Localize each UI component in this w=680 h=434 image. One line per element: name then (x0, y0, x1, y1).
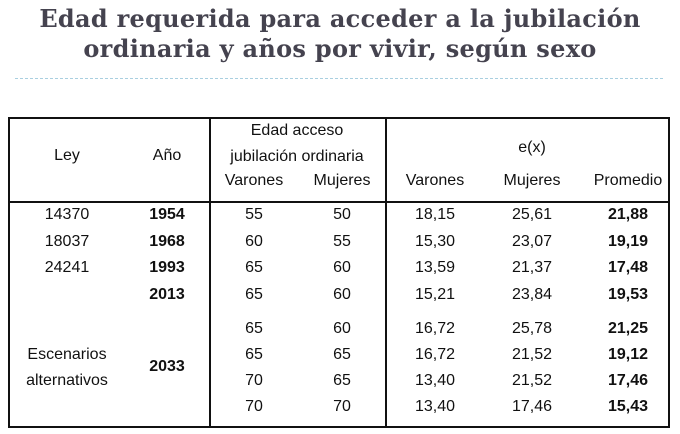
table-cell-ev: 55 (245, 206, 263, 223)
header-divider (8, 201, 670, 203)
table-cell-xp: 19,53 (607, 286, 649, 303)
table-cell-ev: 70 (245, 372, 263, 389)
table-cell-ev: 65 (245, 346, 263, 363)
table-cell-xv: 16,72 (414, 320, 456, 337)
table-cell-ley: 24241 (44, 259, 90, 276)
table-cell-em: 65 (333, 346, 351, 363)
table-cell-xm: 25,78 (511, 320, 553, 337)
table-cell-anio: 1954 (149, 206, 185, 223)
table-cell-xm: 25,61 (511, 206, 553, 223)
title-line-1: Edad requerida para acceder a la jubilac… (39, 4, 641, 33)
table-cell-em: 65 (333, 372, 351, 389)
header-ex-varones: Varones (405, 172, 465, 189)
table-cell-xv: 13,59 (414, 259, 456, 276)
table-cell-ev: 65 (245, 259, 263, 276)
header-ex-promedio: Promedio (593, 172, 663, 189)
scenarios-anio: 2033 (149, 358, 185, 375)
table-cell-em: 70 (333, 398, 351, 415)
table-cell-em: 60 (333, 286, 351, 303)
header-edad-mujeres: Mujeres (313, 172, 371, 189)
table-cell-em: 60 (333, 320, 351, 337)
table-cell-em: 50 (333, 206, 351, 223)
table-cell-xp: 15,43 (607, 398, 649, 415)
table-cell-xp: 19,19 (607, 233, 649, 250)
table-cell-ev: 70 (245, 398, 263, 415)
table-cell-ev: 65 (245, 286, 263, 303)
table-cell-xm: 21,52 (511, 346, 553, 363)
table-cell-ev: 60 (245, 233, 263, 250)
table-cell-xm: 23,84 (511, 286, 553, 303)
header-ex: e(x) (518, 139, 546, 156)
header-jubilacion-ordinaria: jubilación ordinaria (230, 148, 364, 165)
table-cell-ev: 65 (245, 320, 263, 337)
table-cell-em: 55 (333, 233, 351, 250)
header-ley: Ley (54, 147, 80, 164)
table-cell-xp: 19,12 (607, 346, 649, 363)
table-cell-xp: 21,25 (607, 320, 649, 337)
table-cell-xp: 21,88 (607, 206, 649, 223)
table-cell-ley: 14370 (44, 206, 90, 223)
table-cell-ley: 18037 (44, 233, 90, 250)
table-cell-xp: 17,48 (607, 259, 649, 276)
table-cell-xp: 17,46 (607, 372, 649, 389)
header-edad-varones: Varones (224, 172, 284, 189)
header-anio: Año (152, 147, 182, 164)
table-cell-xm: 21,37 (511, 259, 553, 276)
column-divider (209, 117, 211, 428)
table-cell-xm: 17,46 (511, 398, 553, 415)
table-cell-anio: 2013 (149, 286, 185, 303)
scenarios-label-2: alternativos (26, 372, 108, 389)
title-divider (15, 78, 663, 79)
table-cell-xv: 16,72 (414, 346, 456, 363)
table-cell-anio: 1968 (149, 233, 185, 250)
table-cell-anio: 1993 (149, 259, 185, 276)
table-cell-em: 60 (333, 259, 351, 276)
table-cell-xm: 23,07 (511, 233, 553, 250)
table-cell-xm: 21,52 (511, 372, 553, 389)
column-divider (385, 117, 387, 428)
table-cell-xv: 15,30 (414, 233, 456, 250)
header-ex-mujeres: Mujeres (503, 172, 561, 189)
table-cell-xv: 13,40 (414, 398, 456, 415)
table-cell-xv: 15,21 (414, 286, 456, 303)
scenarios-label-1: Escenarios (27, 346, 107, 363)
title-line-2: ordinaria y años por vivir, según sexo (83, 34, 597, 63)
data-table (8, 117, 670, 428)
header-edad-acceso: Edad acceso (250, 122, 344, 139)
table-cell-xv: 18,15 (414, 206, 456, 223)
table-cell-xv: 13,40 (414, 372, 456, 389)
